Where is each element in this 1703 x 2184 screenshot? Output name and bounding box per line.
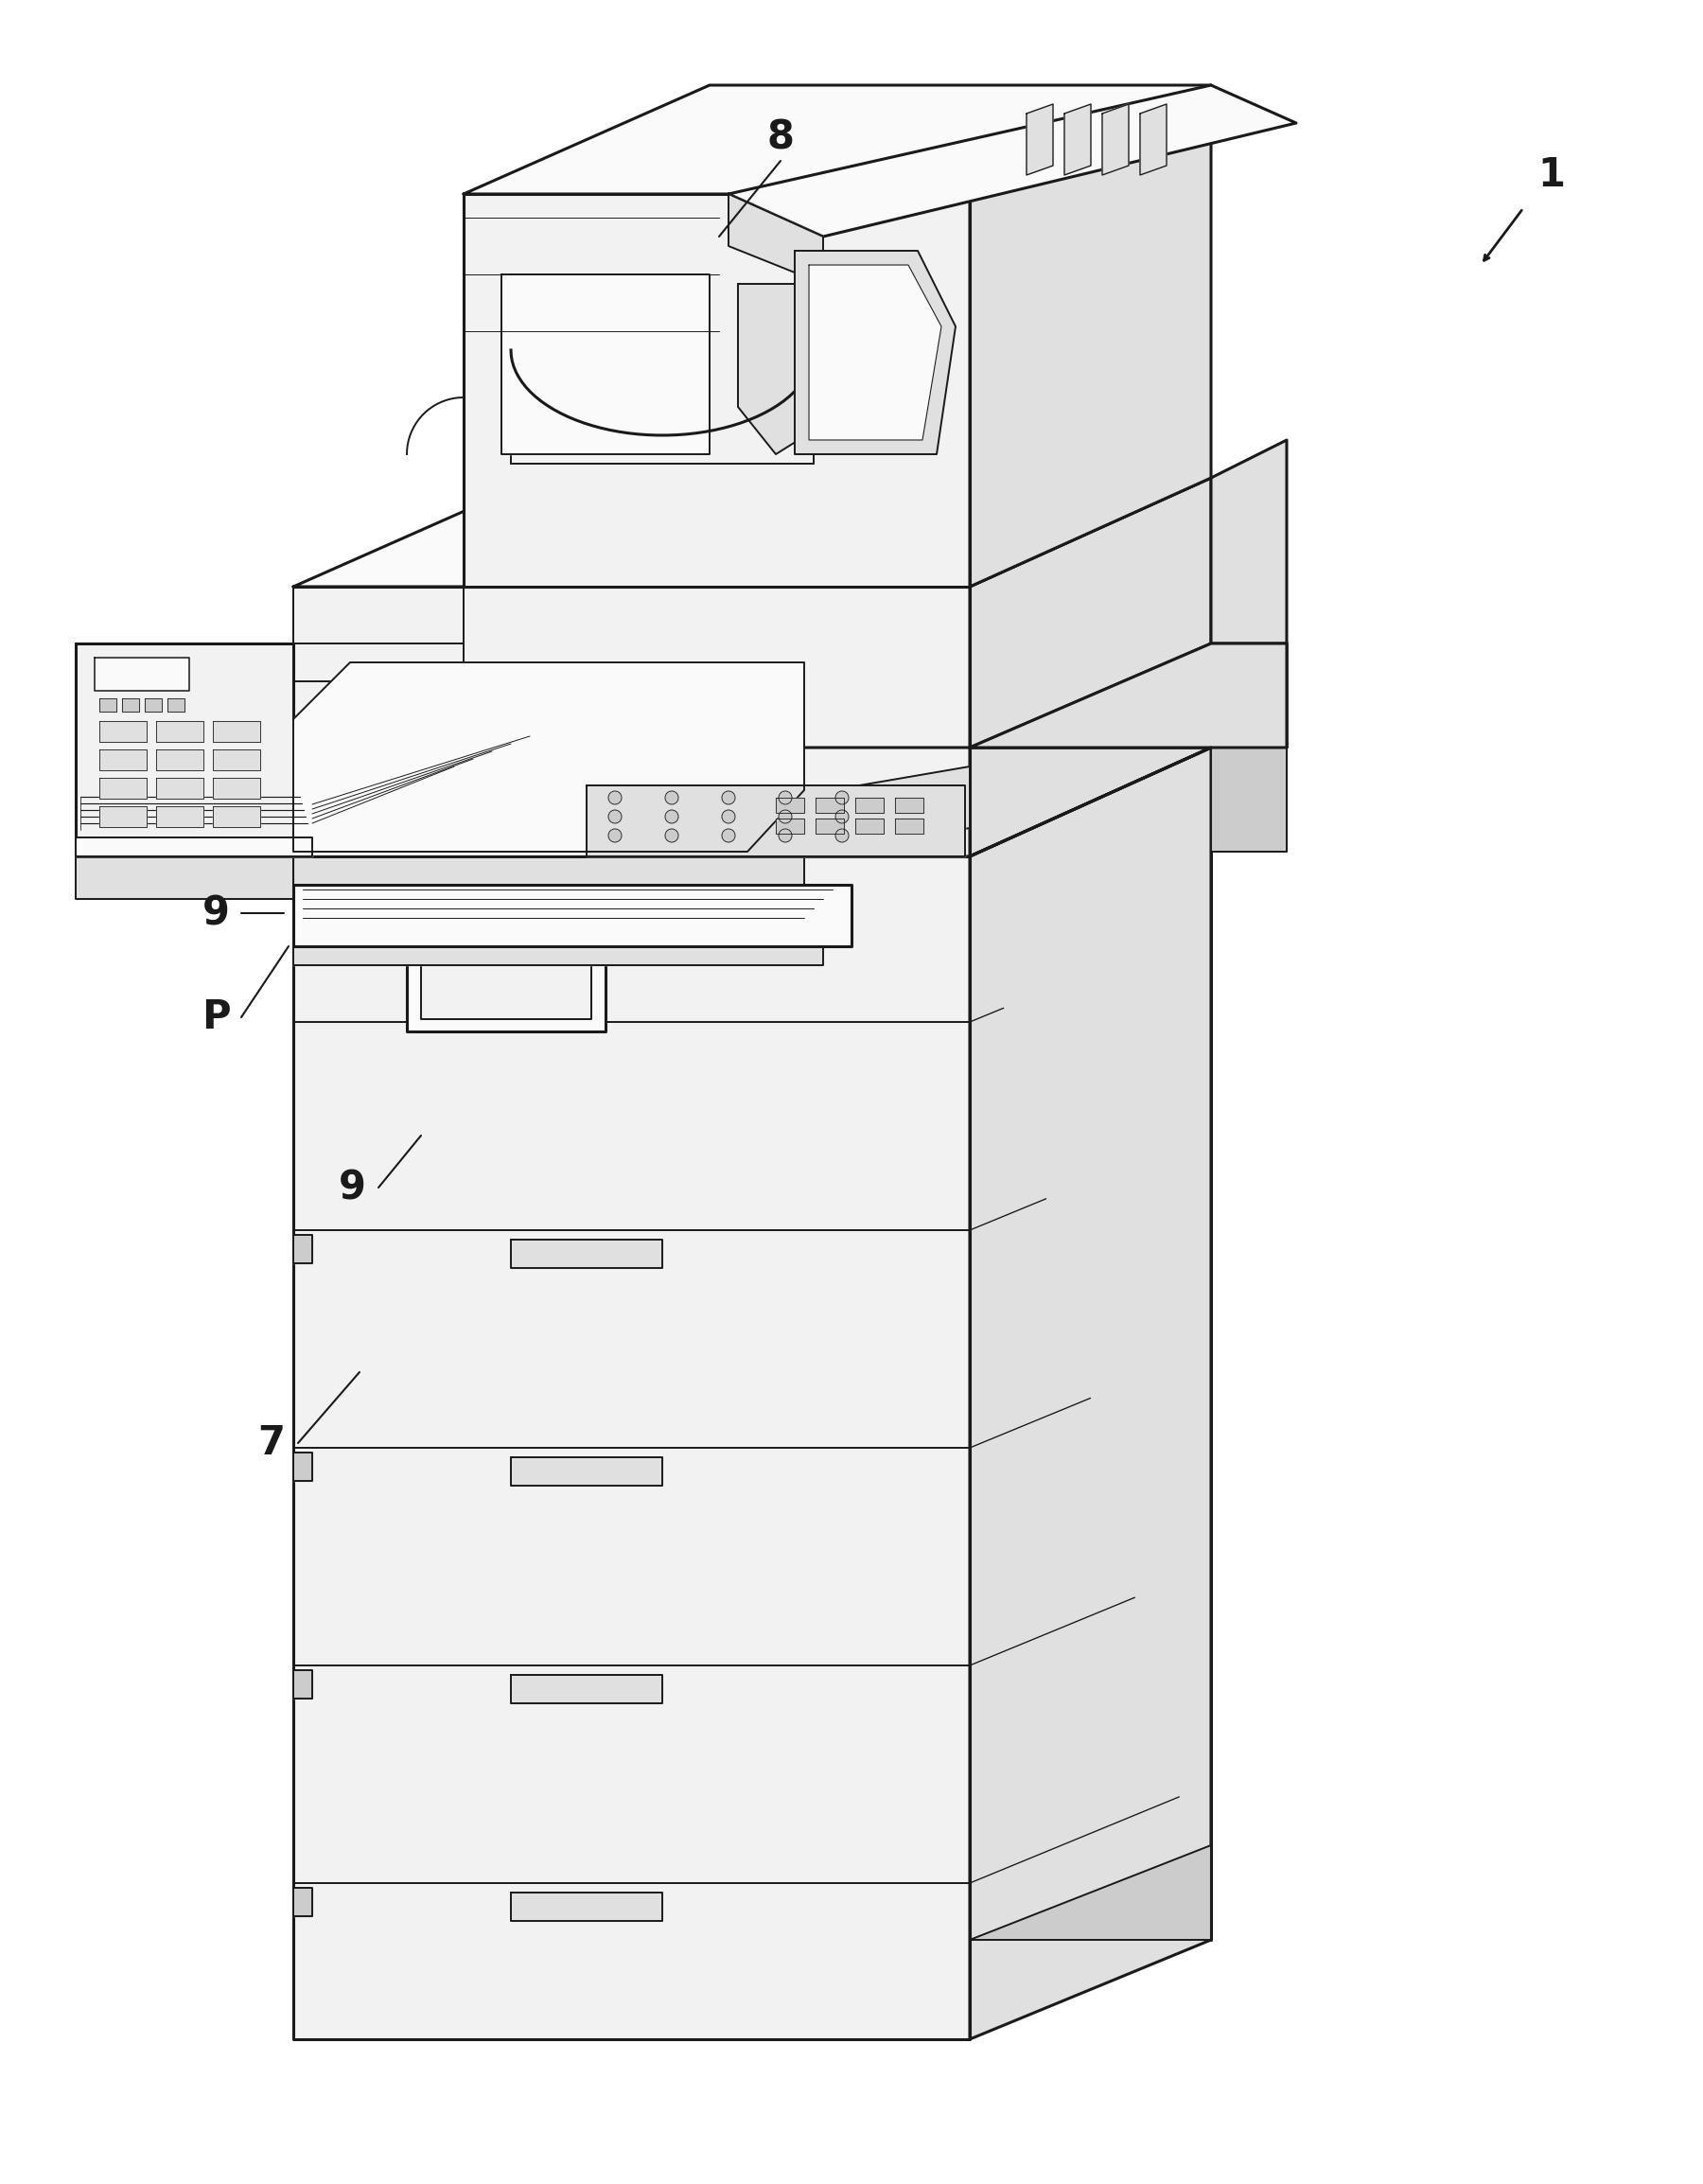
Polygon shape <box>777 819 804 834</box>
Circle shape <box>666 810 678 823</box>
Polygon shape <box>1027 105 1052 175</box>
Polygon shape <box>167 699 184 712</box>
Polygon shape <box>213 806 261 828</box>
Polygon shape <box>213 721 261 743</box>
Polygon shape <box>213 778 261 799</box>
Polygon shape <box>969 478 1211 856</box>
Polygon shape <box>586 786 966 856</box>
Polygon shape <box>293 1671 312 1699</box>
Polygon shape <box>969 747 1211 2040</box>
Polygon shape <box>293 478 1211 587</box>
Polygon shape <box>293 1452 312 1481</box>
Polygon shape <box>123 699 140 712</box>
Circle shape <box>722 791 736 804</box>
Polygon shape <box>95 657 189 690</box>
Text: 1: 1 <box>1538 155 1565 194</box>
Text: P: P <box>201 998 230 1037</box>
Polygon shape <box>99 699 116 712</box>
Circle shape <box>722 810 736 823</box>
Polygon shape <box>75 644 293 856</box>
Polygon shape <box>1102 105 1129 175</box>
Polygon shape <box>145 699 162 712</box>
Circle shape <box>778 810 792 823</box>
Polygon shape <box>737 284 852 454</box>
Polygon shape <box>293 856 804 889</box>
Polygon shape <box>969 644 1287 747</box>
Polygon shape <box>463 85 1211 194</box>
Polygon shape <box>99 721 146 743</box>
Polygon shape <box>777 797 804 812</box>
Circle shape <box>722 830 736 843</box>
Circle shape <box>666 791 678 804</box>
Polygon shape <box>1139 105 1167 175</box>
Polygon shape <box>511 1457 662 1485</box>
Polygon shape <box>293 885 852 946</box>
Polygon shape <box>809 264 942 439</box>
Polygon shape <box>1211 439 1287 747</box>
Polygon shape <box>1211 747 1287 852</box>
Polygon shape <box>816 797 845 812</box>
Polygon shape <box>157 749 203 771</box>
Polygon shape <box>75 856 293 900</box>
Circle shape <box>836 810 848 823</box>
Polygon shape <box>795 251 955 454</box>
Polygon shape <box>969 644 1287 747</box>
Polygon shape <box>99 749 146 771</box>
Polygon shape <box>896 819 923 834</box>
Circle shape <box>608 830 622 843</box>
Text: 7: 7 <box>257 1424 286 1463</box>
Polygon shape <box>816 819 845 834</box>
Text: 9: 9 <box>203 893 230 933</box>
Polygon shape <box>157 806 203 828</box>
Polygon shape <box>511 1675 662 1704</box>
Polygon shape <box>804 767 969 856</box>
Polygon shape <box>407 893 606 1031</box>
Polygon shape <box>463 194 969 587</box>
Polygon shape <box>293 856 969 2040</box>
Polygon shape <box>293 587 969 856</box>
Polygon shape <box>75 836 312 856</box>
Polygon shape <box>293 662 804 852</box>
Circle shape <box>778 830 792 843</box>
Polygon shape <box>293 795 804 856</box>
Polygon shape <box>293 946 823 965</box>
Polygon shape <box>293 587 463 795</box>
Text: 8: 8 <box>766 118 794 157</box>
Polygon shape <box>421 906 591 1020</box>
Polygon shape <box>511 1241 662 1269</box>
Circle shape <box>778 791 792 804</box>
Polygon shape <box>855 819 884 834</box>
Circle shape <box>608 810 622 823</box>
Polygon shape <box>511 1894 662 1922</box>
Polygon shape <box>99 778 146 799</box>
Polygon shape <box>729 194 823 284</box>
Text: 9: 9 <box>339 1168 366 1208</box>
Polygon shape <box>969 85 1211 587</box>
Circle shape <box>836 791 848 804</box>
Polygon shape <box>99 806 146 828</box>
Polygon shape <box>1064 105 1092 175</box>
Circle shape <box>666 830 678 843</box>
Polygon shape <box>213 749 261 771</box>
Polygon shape <box>896 797 923 812</box>
Polygon shape <box>293 747 1211 856</box>
Polygon shape <box>157 721 203 743</box>
Polygon shape <box>293 1887 312 1915</box>
Polygon shape <box>855 797 884 812</box>
Circle shape <box>836 830 848 843</box>
Circle shape <box>608 791 622 804</box>
Polygon shape <box>293 1234 312 1262</box>
Polygon shape <box>729 85 1296 236</box>
Polygon shape <box>969 1845 1211 1939</box>
Polygon shape <box>501 275 710 454</box>
Polygon shape <box>157 778 203 799</box>
